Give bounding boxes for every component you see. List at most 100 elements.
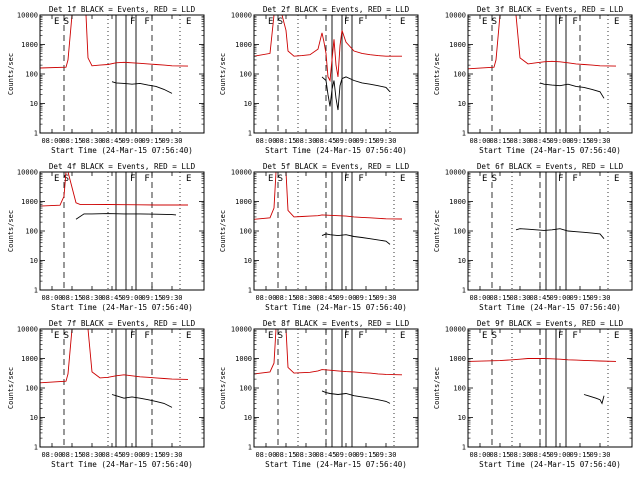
- region-marker-label: E: [400, 331, 405, 341]
- y-tick-label: 100: [453, 71, 466, 79]
- x-tick-label: 08:45: [315, 451, 336, 459]
- y-tick-label: 100: [453, 228, 466, 236]
- x-axis-label: Start Time (24-Mar-15 07:56:40): [265, 460, 407, 469]
- region-marker-label: F: [358, 174, 363, 184]
- panel-title: Det 6f BLACK = Events, RED = LLD: [477, 162, 624, 171]
- region-marker-label: F: [558, 174, 563, 184]
- x-tick-label: 09:15: [355, 137, 376, 145]
- region-markers: [491, 329, 609, 447]
- region-marker-label: F: [358, 331, 363, 341]
- region-marker-label: S: [278, 331, 283, 341]
- region-marker-label: F: [344, 174, 349, 184]
- region-markers: [63, 172, 181, 290]
- y-tick-label: 1000: [21, 198, 38, 206]
- plot-frame: [467, 171, 633, 291]
- region-marker-label: E: [268, 174, 273, 184]
- region-marker-label: F: [130, 17, 135, 27]
- y-tick-label: 10: [458, 257, 466, 265]
- x-axis-label: Start Time (24-Mar-15 07:56:40): [51, 460, 193, 469]
- plot-frame: [253, 171, 419, 291]
- y-tick-label: 10000: [231, 169, 252, 177]
- y-tick-label: 10000: [445, 12, 466, 20]
- y-tick-label: 10: [30, 414, 38, 422]
- region-marker-label: F: [144, 174, 149, 184]
- y-tick-label: 1000: [449, 41, 466, 49]
- x-tick-label: 08:30: [81, 137, 102, 145]
- x-tick-label: 09:00: [121, 137, 142, 145]
- y-tick-label: 100: [239, 71, 252, 79]
- region-marker-label: E: [482, 17, 487, 27]
- x-tick-label: 08:30: [81, 451, 102, 459]
- x-tick-label: 08:00: [255, 451, 276, 459]
- x-axis: 08:0008:1508:3008:4509:0009:1509:30Start…: [41, 15, 193, 155]
- x-tick-label: 09:30: [161, 137, 182, 145]
- y-tick-label: 1: [248, 287, 252, 295]
- region-markers: [277, 329, 395, 447]
- x-tick-label: 09:00: [121, 451, 142, 459]
- x-tick-label: 08:15: [61, 137, 82, 145]
- region-marker-label: F: [344, 17, 349, 27]
- x-tick-label: 08:15: [275, 451, 296, 459]
- x-tick-label: 09:15: [141, 137, 162, 145]
- x-tick-label: 09:30: [161, 451, 182, 459]
- region-marker-label: F: [344, 331, 349, 341]
- x-tick-label: 09:15: [355, 294, 376, 302]
- x-tick-label: 08:15: [489, 137, 510, 145]
- region-marker-label: F: [558, 17, 563, 27]
- region-marker-label: E: [268, 331, 273, 341]
- x-axis-label: Start Time (24-Mar-15 07:56:40): [51, 303, 193, 312]
- y-axis-label: Counts/sec: [433, 367, 441, 409]
- events-series-line: [515, 228, 605, 239]
- y-tick-label: 10000: [231, 326, 252, 334]
- x-tick-label: 08:00: [255, 137, 276, 145]
- region-marker-label: F: [572, 17, 577, 27]
- y-tick-label: 1000: [235, 198, 252, 206]
- x-tick-label: 09:00: [549, 137, 570, 145]
- region-marker-label: S: [64, 331, 69, 341]
- x-tick-label: 09:00: [335, 294, 356, 302]
- x-tick-label: 08:30: [295, 451, 316, 459]
- region-marker-label: E: [186, 17, 191, 27]
- region-marker-label: F: [144, 331, 149, 341]
- y-tick-label: 100: [239, 228, 252, 236]
- y-tick-label: 1: [462, 444, 466, 452]
- x-axis: 08:0008:1508:3008:4509:0009:1509:30Start…: [469, 15, 621, 155]
- x-tick-label: 09:15: [141, 451, 162, 459]
- y-axis: 1 10 100 1000 10000 Counts/sec: [7, 326, 204, 452]
- y-tick-label: 10: [30, 257, 38, 265]
- events-series-line: [111, 394, 173, 408]
- plot-frame: [39, 14, 205, 134]
- plot-frame: [39, 328, 205, 448]
- x-tick-label: 08:00: [469, 294, 490, 302]
- x-tick-label: 09:00: [335, 451, 356, 459]
- panel-title: Det 7f BLACK = Events, RED = LLD: [49, 319, 196, 328]
- y-tick-label: 1: [34, 444, 38, 452]
- region-marker-label: S: [64, 17, 69, 27]
- x-tick-label: 09:00: [549, 294, 570, 302]
- y-tick-label: 1000: [21, 355, 38, 363]
- region-markers: [63, 15, 181, 133]
- x-tick-label: 08:15: [275, 137, 296, 145]
- events-series-line: [583, 394, 605, 405]
- y-axis: 1 10 100 1000 10000 Counts/sec: [433, 12, 632, 138]
- x-tick-label: 08:45: [529, 294, 550, 302]
- panel-title: Det 8f BLACK = Events, RED = LLD: [263, 319, 410, 328]
- x-tick-label: 09:30: [161, 294, 182, 302]
- x-axis: 08:0008:1508:3008:4509:0009:1509:30Start…: [255, 172, 407, 312]
- y-axis-label: Counts/sec: [7, 367, 15, 409]
- x-tick-label: 08:45: [315, 137, 336, 145]
- x-tick-label: 08:00: [469, 451, 490, 459]
- panel-title: Det 1f BLACK = Events, RED = LLD: [49, 5, 196, 14]
- y-tick-label: 1: [248, 130, 252, 138]
- x-tick-label: 09:15: [569, 294, 590, 302]
- y-tick-label: 10: [244, 257, 252, 265]
- x-tick-label: 08:45: [529, 137, 550, 145]
- y-tick-label: 100: [25, 71, 38, 79]
- x-axis-label: Start Time (24-Mar-15 07:56:40): [265, 146, 407, 155]
- y-tick-label: 1: [462, 287, 466, 295]
- x-tick-label: 09:30: [589, 137, 610, 145]
- y-tick-label: 1000: [449, 355, 466, 363]
